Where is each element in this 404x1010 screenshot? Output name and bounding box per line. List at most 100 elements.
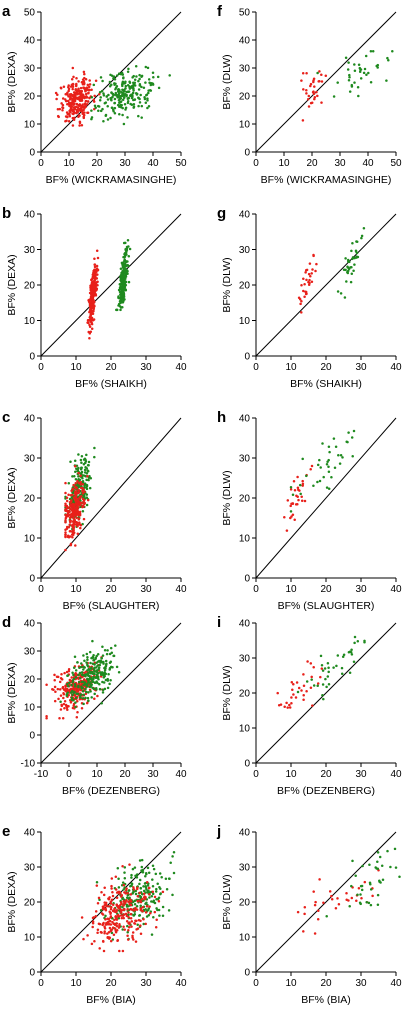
data-point bbox=[104, 101, 108, 104]
data-point bbox=[134, 940, 138, 943]
data-point bbox=[285, 701, 288, 705]
data-point bbox=[132, 886, 135, 889]
data-point bbox=[94, 686, 98, 690]
data-point bbox=[327, 666, 330, 669]
data-point bbox=[120, 909, 124, 912]
data-point bbox=[286, 499, 290, 502]
data-point bbox=[358, 901, 362, 904]
data-point bbox=[98, 687, 102, 691]
data-point bbox=[75, 521, 79, 524]
data-point bbox=[119, 308, 122, 312]
data-point bbox=[114, 87, 117, 91]
data-point bbox=[359, 77, 363, 80]
data-point bbox=[86, 658, 89, 661]
data-point bbox=[317, 909, 320, 912]
data-point bbox=[64, 516, 68, 520]
x-tick-label: 40 bbox=[175, 978, 187, 989]
data-point bbox=[89, 690, 92, 693]
data-point bbox=[96, 268, 100, 272]
data-point bbox=[90, 696, 93, 699]
data-point bbox=[130, 96, 134, 100]
data-point bbox=[346, 271, 350, 275]
x-tick-label: 10 bbox=[70, 978, 82, 989]
data-point bbox=[301, 479, 304, 483]
x-tick-label: 40 bbox=[390, 769, 402, 780]
data-point bbox=[82, 668, 85, 671]
data-point bbox=[368, 881, 372, 884]
x-tick-label: 40 bbox=[390, 362, 402, 373]
data-point bbox=[88, 319, 92, 322]
data-point bbox=[90, 277, 94, 281]
data-point bbox=[88, 650, 92, 654]
data-point bbox=[363, 67, 367, 71]
data-point bbox=[76, 93, 79, 96]
data-point bbox=[93, 672, 96, 676]
data-point bbox=[300, 495, 303, 499]
data-point bbox=[111, 926, 115, 929]
data-point bbox=[110, 905, 113, 909]
y-tick-label: 20 bbox=[24, 92, 36, 103]
data-point bbox=[158, 872, 162, 875]
data-point bbox=[65, 692, 69, 696]
data-point bbox=[119, 105, 123, 109]
data-point bbox=[81, 489, 84, 493]
data-point bbox=[78, 497, 82, 500]
data-point bbox=[327, 470, 331, 473]
data-point bbox=[74, 696, 78, 700]
data-point bbox=[117, 915, 120, 918]
x-tick-label: 10 bbox=[285, 769, 297, 780]
x-tick-label: 20 bbox=[306, 158, 318, 169]
data-point bbox=[296, 690, 300, 694]
data-point bbox=[310, 101, 314, 104]
data-point bbox=[90, 282, 94, 286]
data-point bbox=[76, 661, 79, 664]
data-point bbox=[128, 87, 132, 90]
data-point bbox=[365, 73, 368, 77]
data-point bbox=[79, 480, 83, 484]
y-axis-label: BF% (DEXA) bbox=[6, 662, 18, 723]
data-point bbox=[325, 914, 328, 918]
data-point bbox=[99, 908, 103, 912]
data-point bbox=[100, 656, 103, 660]
data-point bbox=[298, 489, 301, 492]
data-point bbox=[151, 878, 154, 881]
data-point bbox=[345, 892, 348, 895]
data-point bbox=[145, 915, 149, 918]
data-point bbox=[120, 294, 124, 297]
data-point bbox=[123, 886, 126, 889]
data-point bbox=[73, 693, 76, 697]
y-tick-label: 40 bbox=[24, 36, 36, 47]
data-point bbox=[67, 526, 71, 529]
data-point bbox=[307, 272, 311, 276]
data-point bbox=[91, 300, 95, 303]
data-point bbox=[83, 659, 86, 663]
panel-letter: d bbox=[2, 614, 11, 631]
data-point bbox=[96, 284, 99, 287]
panel-j: 0 10 20 30 40 0 10 20 30 40 BF% (BIA) BF% (DLW) j bbox=[216, 823, 402, 1006]
y-axis-label: BF% (DEXA) bbox=[6, 51, 18, 112]
data-point bbox=[342, 653, 346, 657]
data-point bbox=[93, 265, 97, 269]
data-point bbox=[138, 101, 142, 104]
data-point bbox=[305, 268, 309, 272]
data-point bbox=[301, 482, 305, 486]
data-point bbox=[95, 680, 98, 683]
data-point bbox=[72, 487, 75, 491]
data-point bbox=[103, 930, 106, 933]
data-point bbox=[296, 475, 299, 479]
data-point bbox=[80, 706, 84, 710]
y-tick-label: 20 bbox=[24, 898, 36, 909]
data-point bbox=[77, 475, 80, 478]
data-point bbox=[319, 675, 322, 679]
data-point bbox=[343, 296, 347, 299]
data-point bbox=[69, 460, 72, 464]
data-point bbox=[85, 86, 89, 89]
data-point bbox=[339, 454, 343, 457]
data-point bbox=[305, 292, 308, 296]
data-point bbox=[92, 308, 95, 311]
data-point bbox=[100, 89, 104, 93]
panel-letter: a bbox=[2, 3, 11, 20]
data-point bbox=[121, 287, 124, 290]
data-point bbox=[142, 889, 146, 893]
data-point bbox=[106, 932, 109, 935]
